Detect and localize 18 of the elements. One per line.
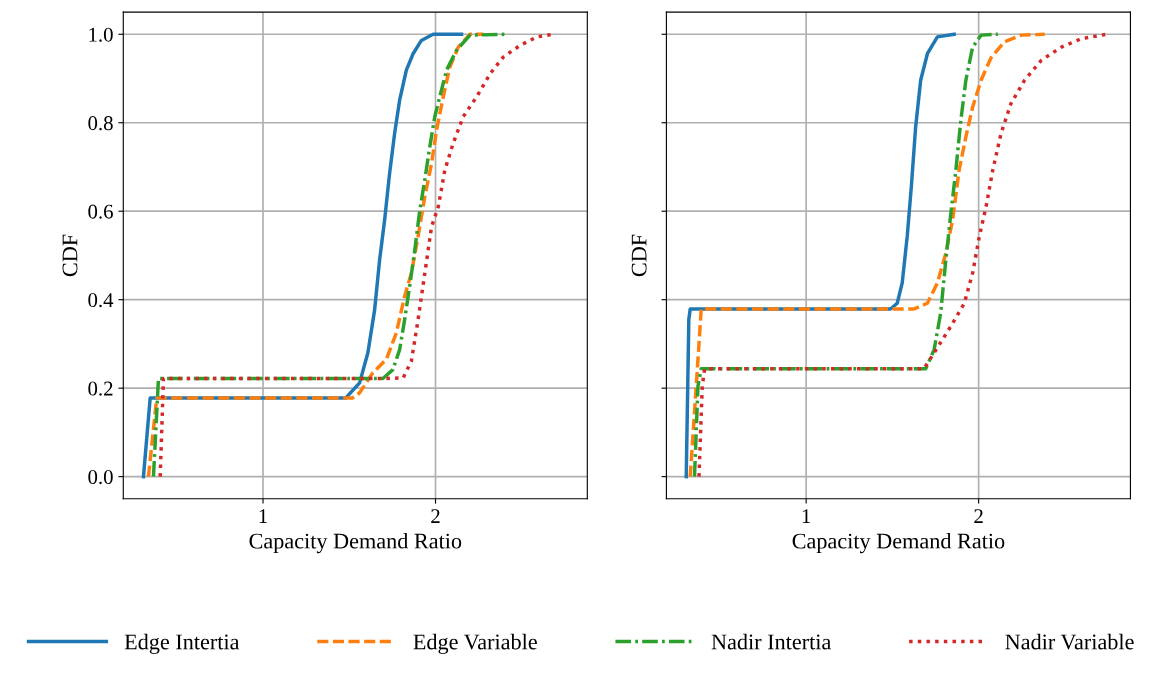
y-tick-label: 1.0 (89, 27, 113, 42)
legend-label: Edge Variable (413, 633, 537, 654)
x-tick-label: 2 (431, 509, 440, 523)
y-tick-label: 0.2 (88, 381, 113, 396)
y-tick-label: 0.4 (88, 293, 114, 308)
y-axis-title: CDF (62, 234, 78, 277)
y-tick-label: 0.0 (88, 470, 113, 485)
x-tick-label: 2 (974, 509, 983, 523)
legend-label: Edge Intertia (124, 633, 240, 654)
y-axis-title: CDF (631, 234, 647, 277)
legend-label: Nadir Variable (1005, 633, 1134, 650)
x-tick-label: 1 (802, 509, 811, 523)
x-axis-title: Capacity Demand Ratio (249, 532, 462, 554)
legend-label: Nadir Intertia (711, 633, 832, 650)
y-tick-label: 0.8 (88, 116, 113, 131)
y-tick-label: 0.6 (88, 204, 113, 219)
x-axis-title: Capacity Demand Ratio (792, 532, 1005, 554)
x-tick-label: 1 (259, 509, 267, 523)
